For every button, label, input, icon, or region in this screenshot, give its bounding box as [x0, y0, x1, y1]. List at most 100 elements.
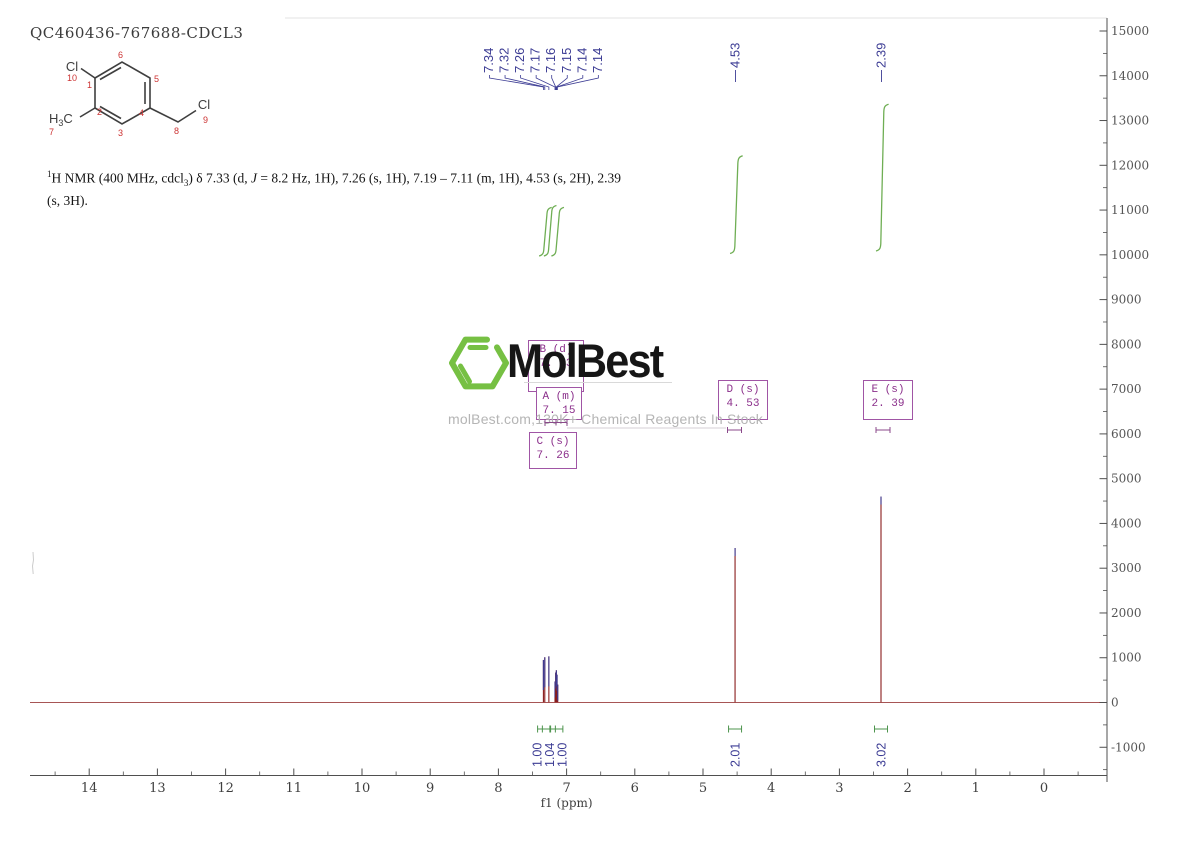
molecule-structure: Cl H3C Cl 1 6 5 4 3 2 7 8 9 10	[49, 50, 210, 138]
peak-label: 7.26	[512, 48, 527, 73]
y-tick-label: 4000	[1111, 516, 1142, 530]
molbest-hexagon-icon	[449, 336, 509, 390]
y-tick-label: 7000	[1111, 382, 1142, 396]
integral-curve	[543, 204, 557, 257]
x-tick-label: 9	[426, 781, 434, 796]
sample-title: QC460436-767688-CDCL3	[30, 24, 244, 42]
y-tick-label: 0	[1111, 696, 1119, 710]
peak-label: 4.53	[728, 43, 743, 68]
x-tick-label: 0	[1040, 781, 1048, 796]
peak-box-D-value: 4. 53	[726, 398, 760, 410]
integral-range-bracket	[549, 725, 564, 733]
cl-right-label: Cl	[198, 97, 210, 112]
peak-label-connector	[556, 75, 599, 90]
integral-value-label: 3.02	[875, 743, 889, 767]
peak-label: 2.39	[874, 43, 889, 68]
x-tick-label: 11	[286, 781, 303, 796]
svg-text:9: 9	[203, 115, 208, 125]
y-tick-label: 9000	[1111, 293, 1142, 307]
y-tick-label: 3000	[1111, 561, 1142, 575]
x-tick-label: 4	[767, 781, 775, 796]
peak-box-D: D (s) 4. 53	[718, 380, 768, 420]
x-tick-label: 1	[972, 781, 980, 796]
svg-text:2: 2	[97, 107, 102, 117]
peak-label: 7.14	[574, 48, 589, 73]
integral-curve	[875, 103, 889, 252]
peak-label: 7.32	[497, 48, 512, 73]
peak-label-connector	[520, 75, 550, 90]
peak-box-C: C (s) 7. 26	[529, 432, 577, 469]
watermark-tagline: molBest.com,130K+ Chemical Reagents In S…	[448, 411, 764, 427]
peak-label-connector	[555, 75, 568, 90]
peak-label-connector	[535, 75, 556, 90]
peak-box-A-label: A (m)	[542, 391, 576, 403]
x-tick-label: 13	[149, 781, 166, 796]
peak-box-C-label: C (s)	[536, 436, 570, 448]
molbest-wordmark: MolBest	[507, 334, 664, 387]
integral-value-label: 1.00	[531, 743, 545, 767]
y-tick-label: 8000	[1111, 337, 1142, 351]
x-tick-label: 3	[835, 781, 843, 796]
peak-box-D-label: D (s)	[726, 384, 760, 396]
nmr-assignment-text: 1H NMR (400 MHz, cdcl3) δ 7.33 (d, J = 8…	[47, 168, 657, 211]
peak-label-connector	[489, 75, 544, 90]
svg-text:6: 6	[118, 50, 123, 60]
peak-label-connector	[551, 75, 557, 90]
peak-label: 7.17	[528, 48, 543, 73]
methyl-label: H3C	[49, 111, 73, 128]
x-tick-label: 7	[562, 781, 570, 796]
atom-numbers: 1 6 5 4 3 2 7 8 9 10	[49, 50, 208, 138]
integral-value-label: 1.00	[556, 743, 570, 767]
peak-box-B-value: 7. 33	[539, 358, 573, 370]
svg-text:3: 3	[118, 128, 123, 138]
integral-curve	[538, 206, 552, 257]
peak-box-E: E (s) 2. 39	[863, 380, 913, 420]
peak-label: 7.14	[590, 48, 605, 73]
y-tick-label: 5000	[1111, 472, 1142, 486]
x-tick-label: 10	[354, 781, 371, 796]
peak-box-A-value: 7. 15	[542, 405, 576, 417]
svg-text:4: 4	[139, 108, 144, 118]
peak-box-B-label: B (d)	[539, 344, 573, 356]
peak-box-A: A (m) 7. 15	[536, 387, 582, 420]
y-tick-label: 14000	[1111, 69, 1149, 83]
svg-text:8: 8	[174, 126, 179, 136]
peak-label: 7.16	[543, 48, 558, 73]
peak-box-E-value: 2. 39	[871, 398, 905, 410]
x-axis-title: f1 (ppm)	[541, 796, 593, 810]
baseline-artifact	[31, 551, 35, 575]
x-tick-label: 6	[631, 781, 639, 796]
y-tick-label: 13000	[1111, 114, 1149, 128]
integral-value-label: 1.04	[543, 743, 557, 767]
x-tick-label: 5	[699, 781, 707, 796]
y-tick-label: 6000	[1111, 427, 1142, 441]
integral-value-label: 2.01	[729, 743, 743, 767]
y-tick-label: 12000	[1111, 158, 1149, 172]
y-tick-label: 2000	[1111, 606, 1142, 620]
peak-label-connector	[556, 75, 584, 90]
peak-label: 7.34	[481, 48, 496, 73]
integral-range-bracket	[874, 725, 889, 733]
x-tick-label: 12	[217, 781, 234, 796]
integral-curve	[729, 155, 743, 255]
y-tick-label: 11000	[1111, 203, 1149, 217]
peak-box-C-value: 7. 26	[536, 450, 570, 462]
peak-box-E-label: E (s)	[871, 384, 905, 396]
x-tick-label: 8	[494, 781, 502, 796]
integral-range-bracket	[728, 725, 743, 733]
x-tick-label: 2	[903, 781, 911, 796]
y-tick-label: 15000	[1111, 24, 1149, 38]
svg-text:5: 5	[154, 74, 159, 84]
x-tick-label: 14	[81, 781, 98, 796]
peak-label-connector	[504, 75, 546, 90]
molecule-bonds	[79, 61, 197, 125]
svg-text:1: 1	[87, 80, 92, 90]
svg-text:7: 7	[49, 127, 54, 137]
nmr-text-line2: (s, 3H).	[47, 192, 88, 208]
svg-text:10: 10	[67, 73, 77, 83]
y-tick-label: -1000	[1111, 740, 1146, 754]
nmr-text-line1: 1H NMR (400 MHz, cdcl3) δ 7.33 (d, J = 8…	[47, 169, 622, 189]
cl-top-label: Cl	[66, 59, 78, 74]
